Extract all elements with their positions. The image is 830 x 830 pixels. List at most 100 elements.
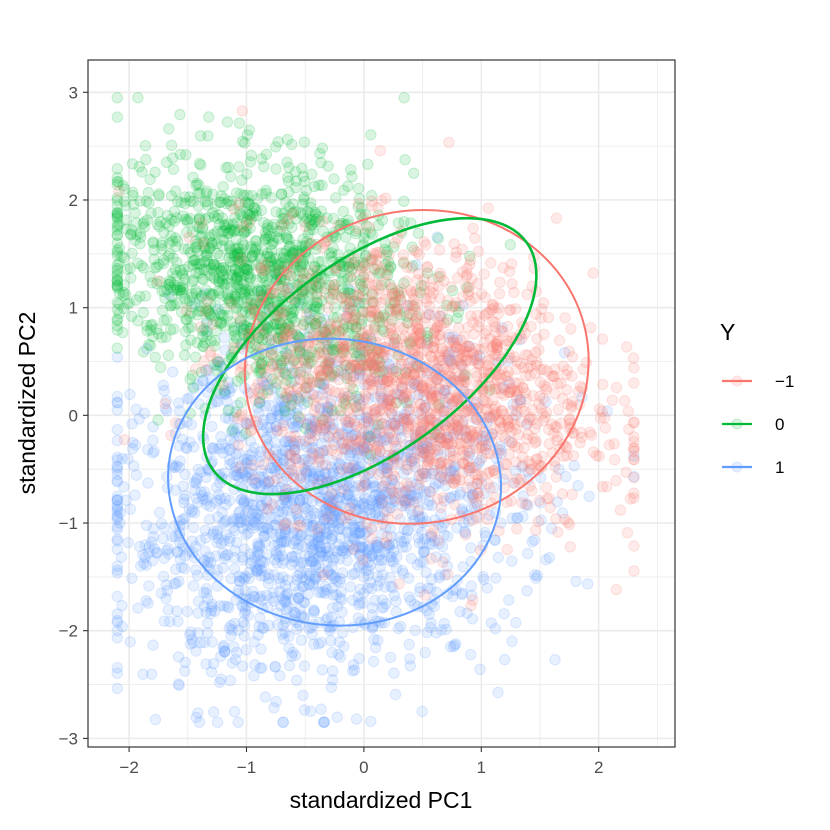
data-point <box>492 686 504 699</box>
data-point <box>317 585 330 598</box>
data-point <box>111 567 124 579</box>
data-point <box>516 459 529 472</box>
data-point <box>283 659 296 672</box>
data-point <box>540 395 552 408</box>
data-point <box>288 375 301 387</box>
data-point <box>129 207 141 219</box>
data-point <box>213 489 225 501</box>
data-point <box>417 451 429 463</box>
data-point <box>189 363 202 375</box>
data-point <box>307 376 319 388</box>
data-point <box>369 594 381 606</box>
data-point <box>318 513 330 526</box>
data-point <box>200 583 213 595</box>
data-point <box>111 494 124 506</box>
data-point <box>511 523 523 535</box>
data-point <box>421 626 433 639</box>
data-point <box>321 405 334 418</box>
data-point <box>409 489 422 502</box>
data-point <box>549 460 561 473</box>
data-point <box>125 310 138 322</box>
data-point <box>236 429 248 442</box>
data-point <box>174 553 187 565</box>
data-point <box>217 562 229 574</box>
data-point <box>388 491 401 503</box>
data-point <box>317 215 329 228</box>
data-point <box>249 516 261 528</box>
data-point <box>192 200 205 212</box>
data-point <box>276 528 288 540</box>
data-point <box>343 532 355 544</box>
data-point <box>314 348 326 361</box>
data-point <box>362 564 375 576</box>
data-point <box>262 522 274 534</box>
data-point <box>270 549 283 561</box>
data-point <box>229 426 241 439</box>
data-point <box>279 626 291 639</box>
data-point <box>424 413 436 426</box>
legend-key-point <box>731 418 743 430</box>
data-point <box>342 303 355 315</box>
data-point <box>271 359 284 371</box>
data-point <box>421 605 433 617</box>
major-gridlines <box>88 60 675 747</box>
data-point <box>184 638 197 650</box>
data-point <box>137 549 149 561</box>
data-point <box>348 664 361 676</box>
data-point <box>552 403 564 416</box>
data-point <box>552 526 564 538</box>
data-point <box>411 559 424 571</box>
data-point <box>344 373 356 385</box>
data-point <box>476 470 488 483</box>
data-point <box>269 382 281 394</box>
data-point <box>140 559 153 571</box>
data-point <box>347 594 359 606</box>
data-point <box>538 297 550 309</box>
data-point <box>287 593 299 606</box>
data-point <box>246 522 259 534</box>
data-point <box>516 461 528 473</box>
data-point <box>472 278 484 290</box>
data-point <box>317 445 329 458</box>
data-point <box>337 483 350 496</box>
data-point <box>444 471 456 483</box>
data-point <box>317 225 329 237</box>
data-point <box>233 439 245 451</box>
data-point <box>239 605 252 617</box>
data-point <box>304 520 317 532</box>
data-point <box>323 357 335 369</box>
data-point <box>347 452 360 465</box>
data-point <box>366 533 378 545</box>
data-point <box>118 481 130 493</box>
data-point <box>269 554 281 566</box>
data-point <box>394 620 407 633</box>
data-point <box>334 511 346 524</box>
data-point <box>484 412 496 424</box>
data-point <box>337 523 349 535</box>
data-point <box>354 527 366 539</box>
data-point <box>580 356 592 369</box>
data-point <box>206 420 218 433</box>
data-point <box>336 392 348 405</box>
data-point <box>313 541 326 553</box>
data-point <box>467 222 479 235</box>
data-point <box>237 466 249 479</box>
data-point <box>388 435 400 448</box>
data-point <box>116 452 128 465</box>
y-tick-label: −1 <box>59 514 78 533</box>
data-point <box>355 525 367 537</box>
data-point <box>243 124 256 136</box>
data-point <box>414 582 426 594</box>
data-point <box>251 508 263 520</box>
data-point <box>416 441 429 453</box>
data-point <box>240 529 252 541</box>
data-point <box>565 402 578 414</box>
data-point <box>298 136 311 148</box>
data-point <box>314 523 326 535</box>
data-point <box>200 494 212 506</box>
data-point <box>447 346 460 358</box>
data-point <box>170 563 182 575</box>
legend-key-point <box>731 461 743 473</box>
data-point <box>425 573 438 585</box>
data-point <box>147 639 159 651</box>
